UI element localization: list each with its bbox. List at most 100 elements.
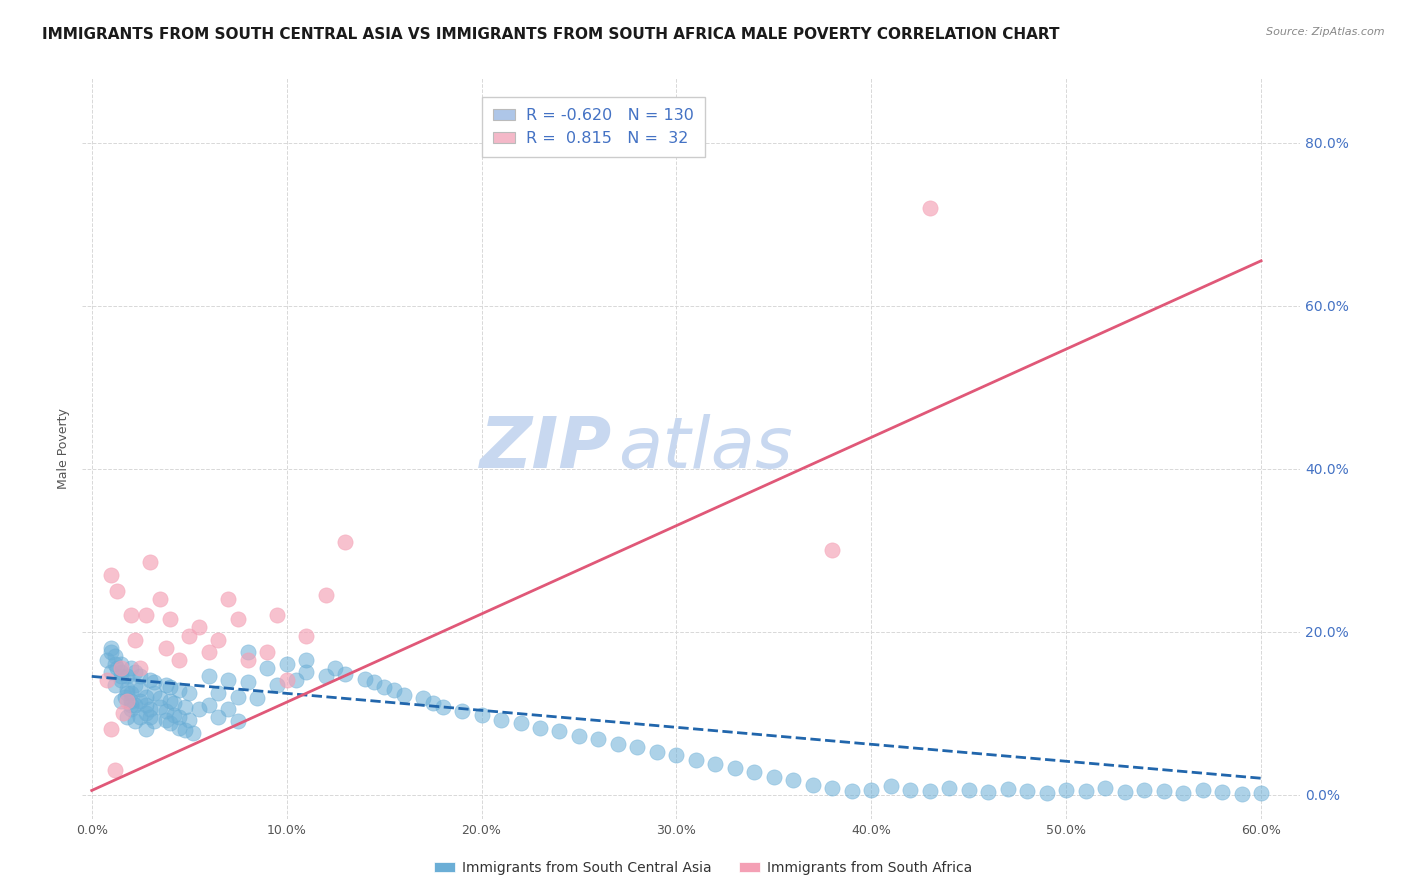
Point — [129, 669, 152, 683]
Point — [135, 608, 157, 623]
Point — [197, 698, 219, 712]
Point — [124, 665, 146, 680]
Point — [135, 698, 157, 712]
Point — [217, 702, 239, 716]
Point — [1114, 785, 1136, 799]
Point — [266, 608, 288, 623]
Point — [860, 783, 883, 797]
Point — [100, 640, 122, 655]
Point — [159, 612, 181, 626]
Point — [115, 694, 138, 708]
Point — [155, 713, 177, 727]
Point — [181, 725, 204, 739]
Point — [568, 729, 591, 743]
Point — [124, 698, 146, 712]
Point — [104, 648, 127, 663]
Point — [276, 657, 298, 672]
Point — [139, 673, 162, 688]
Legend: R = -0.620   N = 130, R =  0.815   N =  32: R = -0.620 N = 130, R = 0.815 N = 32 — [482, 96, 706, 157]
Point — [880, 780, 903, 794]
Point — [110, 661, 132, 675]
Point — [120, 698, 142, 712]
Point — [115, 686, 138, 700]
Point — [159, 715, 181, 730]
Point — [155, 677, 177, 691]
Point — [607, 737, 630, 751]
Point — [276, 673, 298, 688]
Point — [129, 681, 152, 696]
Point — [105, 661, 128, 675]
Point — [801, 778, 824, 792]
Point — [169, 653, 191, 667]
Point — [898, 782, 921, 797]
Point — [821, 543, 844, 558]
Point — [1250, 786, 1272, 800]
Point — [155, 705, 177, 719]
Text: atlas: atlas — [619, 414, 793, 483]
Point — [1230, 787, 1253, 801]
Point — [135, 723, 157, 737]
Point — [333, 535, 356, 549]
Point — [1035, 786, 1057, 800]
Y-axis label: Male Poverty: Male Poverty — [58, 408, 70, 489]
Point — [821, 780, 844, 795]
Point — [110, 694, 132, 708]
Point — [588, 732, 610, 747]
Point — [120, 702, 142, 716]
Point — [1094, 780, 1116, 795]
Point — [115, 681, 138, 696]
Point — [139, 555, 162, 569]
Point — [226, 690, 249, 704]
Point — [124, 714, 146, 729]
Point — [120, 661, 142, 675]
Point — [105, 583, 128, 598]
Point — [1054, 782, 1077, 797]
Point — [957, 783, 980, 797]
Point — [159, 694, 181, 708]
Point — [139, 702, 162, 716]
Point — [412, 691, 434, 706]
Point — [114, 690, 136, 704]
Point — [124, 632, 146, 647]
Point — [207, 632, 229, 647]
Point — [187, 702, 209, 716]
Point — [110, 673, 132, 688]
Point — [363, 675, 385, 690]
Point — [665, 748, 688, 763]
Point — [207, 686, 229, 700]
Point — [432, 699, 454, 714]
Point — [236, 645, 259, 659]
Point — [104, 657, 127, 672]
Point — [179, 686, 201, 700]
Point — [470, 707, 492, 722]
Point — [1017, 784, 1039, 798]
Point — [236, 653, 259, 667]
Point — [226, 714, 249, 729]
Point — [509, 715, 531, 730]
Point — [256, 661, 278, 675]
Text: IMMIGRANTS FROM SOUTH CENTRAL ASIA VS IMMIGRANTS FROM SOUTH AFRICA MALE POVERTY : IMMIGRANTS FROM SOUTH CENTRAL ASIA VS IM… — [42, 27, 1060, 42]
Point — [100, 645, 122, 659]
Point — [149, 591, 172, 606]
Point — [120, 686, 142, 700]
Point — [1074, 784, 1097, 798]
Point — [197, 669, 219, 683]
Point — [135, 690, 157, 704]
Point — [266, 677, 288, 691]
Point — [489, 713, 512, 727]
Point — [333, 667, 356, 681]
Point — [325, 661, 347, 675]
Point — [645, 745, 668, 759]
Point — [782, 772, 804, 787]
Point — [529, 721, 551, 735]
Point — [100, 723, 122, 737]
Point — [938, 780, 960, 795]
Point — [187, 620, 209, 634]
Point — [143, 714, 166, 729]
Point — [100, 665, 122, 680]
Point — [149, 691, 172, 706]
Point — [1191, 783, 1213, 797]
Point — [104, 677, 127, 691]
Point — [110, 665, 132, 680]
Point — [315, 669, 337, 683]
